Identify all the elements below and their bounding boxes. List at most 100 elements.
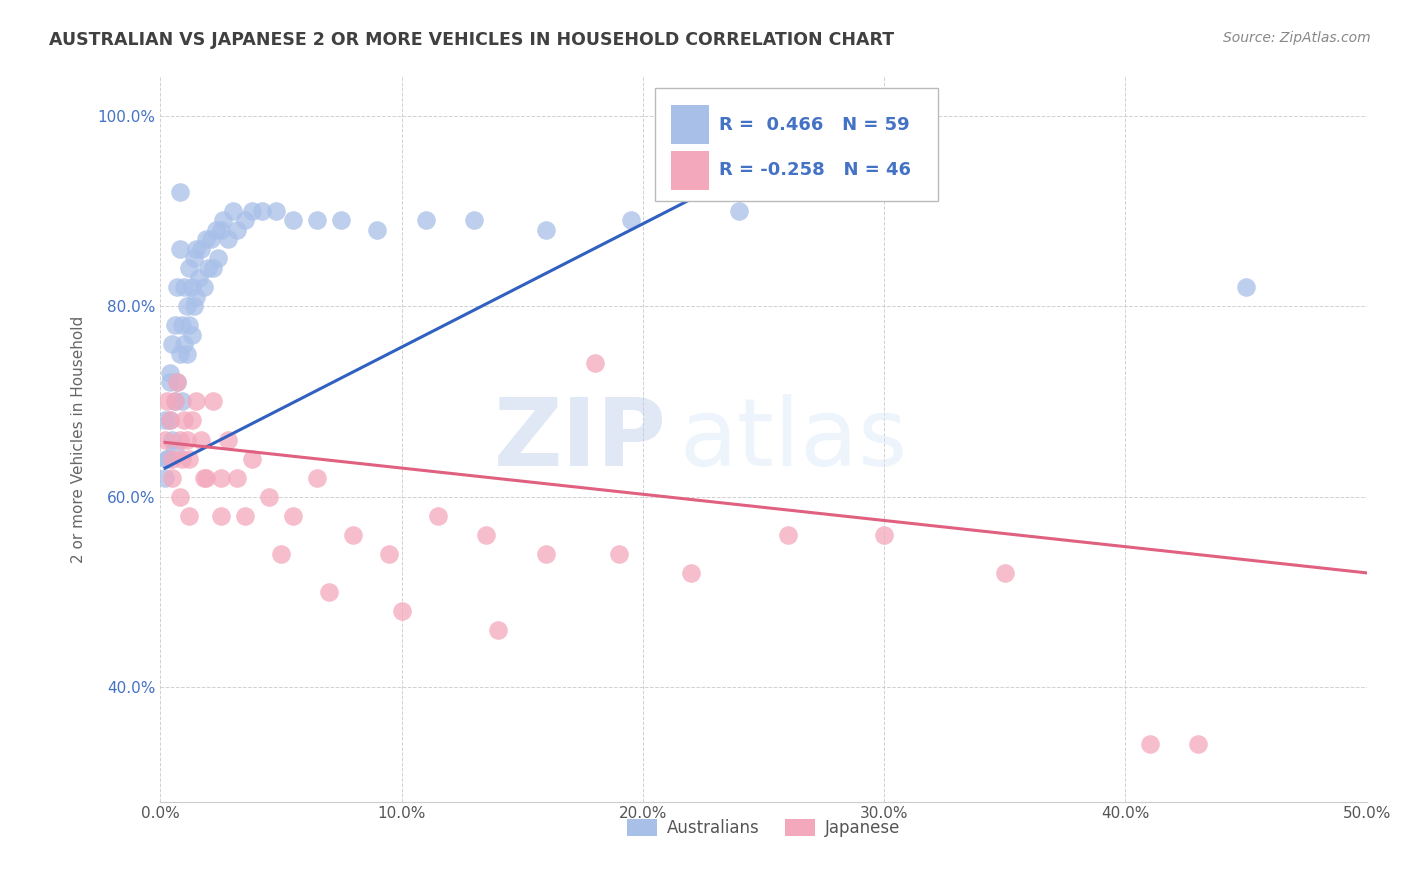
Point	[193, 470, 215, 484]
Point	[179, 451, 201, 466]
Point	[226, 223, 249, 237]
Point	[270, 547, 292, 561]
Point	[620, 213, 643, 227]
Point	[583, 356, 606, 370]
Point	[169, 347, 191, 361]
Point	[202, 394, 225, 409]
Point	[257, 490, 280, 504]
Point	[163, 394, 186, 409]
Point	[159, 413, 181, 427]
Point	[195, 470, 218, 484]
Point	[200, 232, 222, 246]
Point	[159, 366, 181, 380]
Point	[307, 213, 329, 227]
Point	[207, 252, 229, 266]
Point	[728, 203, 751, 218]
Point	[307, 470, 329, 484]
Point	[162, 451, 184, 466]
Legend: Australians, Japanese: Australians, Japanese	[620, 813, 907, 844]
Point	[195, 232, 218, 246]
Point	[209, 508, 232, 523]
Point	[281, 508, 304, 523]
Point	[166, 280, 188, 294]
Point	[209, 470, 232, 484]
Point	[153, 413, 176, 427]
Point	[173, 413, 195, 427]
Point	[176, 347, 198, 361]
Point	[156, 451, 179, 466]
Point	[226, 470, 249, 484]
Point	[183, 252, 205, 266]
Point	[250, 203, 273, 218]
Point	[162, 433, 184, 447]
Point	[240, 203, 263, 218]
Point	[378, 547, 401, 561]
Point	[163, 318, 186, 333]
Point	[187, 270, 209, 285]
Point	[186, 394, 208, 409]
Text: ZIP: ZIP	[494, 393, 666, 485]
Point	[180, 327, 202, 342]
Point	[153, 470, 176, 484]
Point	[776, 528, 799, 542]
Point	[163, 394, 186, 409]
Text: AUSTRALIAN VS JAPANESE 2 OR MORE VEHICLES IN HOUSEHOLD CORRELATION CHART: AUSTRALIAN VS JAPANESE 2 OR MORE VEHICLE…	[49, 31, 894, 49]
Point	[607, 547, 630, 561]
Point	[475, 528, 498, 542]
Point	[169, 433, 191, 447]
Point	[415, 213, 437, 227]
Point	[994, 566, 1017, 580]
Point	[156, 451, 179, 466]
Point	[342, 528, 364, 542]
Point	[190, 242, 212, 256]
Point	[463, 213, 485, 227]
Point	[169, 490, 191, 504]
Point	[170, 394, 193, 409]
Point	[536, 223, 558, 237]
Point	[166, 376, 188, 390]
Point	[153, 433, 176, 447]
Point	[197, 260, 219, 275]
Point	[264, 203, 287, 218]
Point	[176, 299, 198, 313]
Point	[173, 280, 195, 294]
Point	[233, 508, 256, 523]
Point	[162, 337, 184, 351]
Point	[217, 433, 239, 447]
Point	[536, 547, 558, 561]
Point	[221, 203, 243, 218]
Point	[1187, 738, 1209, 752]
Point	[159, 376, 181, 390]
Point	[193, 280, 215, 294]
Y-axis label: 2 or more Vehicles in Household: 2 or more Vehicles in Household	[72, 316, 86, 563]
Point	[330, 213, 353, 227]
Point	[202, 260, 225, 275]
Point	[318, 585, 340, 599]
Point	[873, 528, 896, 542]
Point	[186, 289, 208, 303]
Point	[179, 260, 201, 275]
Point	[166, 376, 188, 390]
Point	[212, 213, 235, 227]
Point	[233, 213, 256, 227]
Point	[186, 242, 208, 256]
Point	[217, 232, 239, 246]
Point	[486, 623, 509, 637]
Point	[170, 451, 193, 466]
Point	[163, 442, 186, 456]
Point	[169, 185, 191, 199]
Text: atlas: atlas	[679, 393, 907, 485]
Point	[190, 433, 212, 447]
Point	[681, 566, 703, 580]
Point	[173, 337, 195, 351]
FancyBboxPatch shape	[655, 88, 938, 201]
Text: R = -0.258   N = 46: R = -0.258 N = 46	[718, 161, 911, 179]
Point	[391, 604, 413, 618]
Point	[183, 299, 205, 313]
Point	[170, 318, 193, 333]
Point	[159, 413, 181, 427]
Point	[204, 223, 226, 237]
Point	[169, 242, 191, 256]
Point	[180, 280, 202, 294]
Text: R =  0.466   N = 59: R = 0.466 N = 59	[718, 115, 910, 134]
